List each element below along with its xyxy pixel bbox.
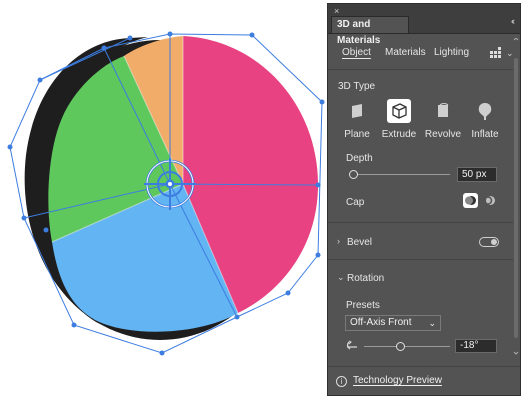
panel-titlebar: × ‹‹ 3D and Materials (328, 4, 520, 46)
plane-label: Plane (344, 129, 370, 140)
revolve-button[interactable] (431, 99, 455, 123)
orange-slice[interactable] (124, 36, 183, 184)
revolve-icon (438, 103, 449, 117)
depth-label: Depth (346, 153, 373, 164)
depth-slider-knob[interactable] (349, 170, 358, 179)
3d-type-label: 3D Type (338, 81, 376, 92)
panel-footer: i Technology Preview (328, 366, 520, 397)
plane-button[interactable] (345, 99, 369, 123)
cap-on-icon (465, 196, 476, 205)
extrude-button[interactable] (387, 99, 411, 123)
cap-label: Cap (346, 197, 365, 208)
divider (328, 259, 513, 260)
3d-materials-panel: × ‹‹ 3D and Materials Object Materials L… (327, 3, 521, 396)
tab-lighting[interactable]: Lighting (434, 47, 470, 58)
slice-edges (51, 36, 239, 314)
chevron-right-icon[interactable]: › (337, 236, 340, 246)
tab-materials[interactable]: Materials (385, 47, 426, 58)
divider (328, 222, 513, 223)
tab-object[interactable]: Object (342, 47, 371, 58)
cap-on-button[interactable] (463, 193, 478, 208)
extrude-icon (392, 103, 407, 119)
divider (328, 69, 513, 70)
presets-dropdown[interactable]: Off-Axis Front ⌄ (345, 315, 441, 331)
rotation-widget[interactable] (144, 158, 196, 210)
pink-slice[interactable] (183, 36, 318, 313)
extrude-label: Extrude (381, 129, 417, 140)
toggle-knob (491, 239, 497, 245)
presets-label: Presets (346, 300, 380, 311)
rotation-input[interactable]: -18° (455, 339, 497, 353)
inflate-button[interactable] (473, 99, 497, 123)
info-icon: i (336, 376, 347, 387)
depth-input[interactable]: 50 px (457, 167, 497, 182)
rotation-slider-track[interactable] (364, 346, 450, 347)
chevron-down-icon: ⌄ (428, 318, 436, 328)
rotate-axis-icon (347, 340, 357, 350)
revolve-label: Revolve (424, 129, 462, 140)
chevron-down-icon[interactable]: ⌄ (337, 272, 345, 282)
panel-scrollbar[interactable] (513, 38, 519, 358)
chevron-down-icon[interactable]: ⌄ (506, 48, 514, 58)
rotation-slider-knob[interactable] (396, 342, 405, 351)
bevel-toggle[interactable] (479, 237, 499, 247)
grid-view-icon[interactable] (489, 46, 503, 60)
bevel-label[interactable]: Bevel (347, 237, 373, 248)
plane-icon (352, 104, 362, 118)
cap-off-button[interactable] (482, 193, 497, 208)
panel-tab-title[interactable]: 3D and Materials (331, 16, 409, 46)
depth-slider-track[interactable] (354, 174, 450, 175)
rotation-label[interactable]: Rotation (347, 273, 385, 284)
presets-value: Off-Axis Front (350, 317, 412, 328)
canvas-artboard[interactable] (0, 0, 326, 404)
inflate-icon (478, 103, 492, 120)
selection-handles[interactable] (7, 31, 325, 356)
cap-off-icon (483, 196, 495, 205)
collapse-icon[interactable]: ‹‹ (511, 16, 515, 26)
inflate-label: Inflate (471, 129, 499, 140)
close-icon[interactable]: × (334, 6, 340, 16)
blue-slice[interactable] (52, 184, 238, 332)
technology-preview-link[interactable]: Technology Preview (353, 375, 442, 386)
